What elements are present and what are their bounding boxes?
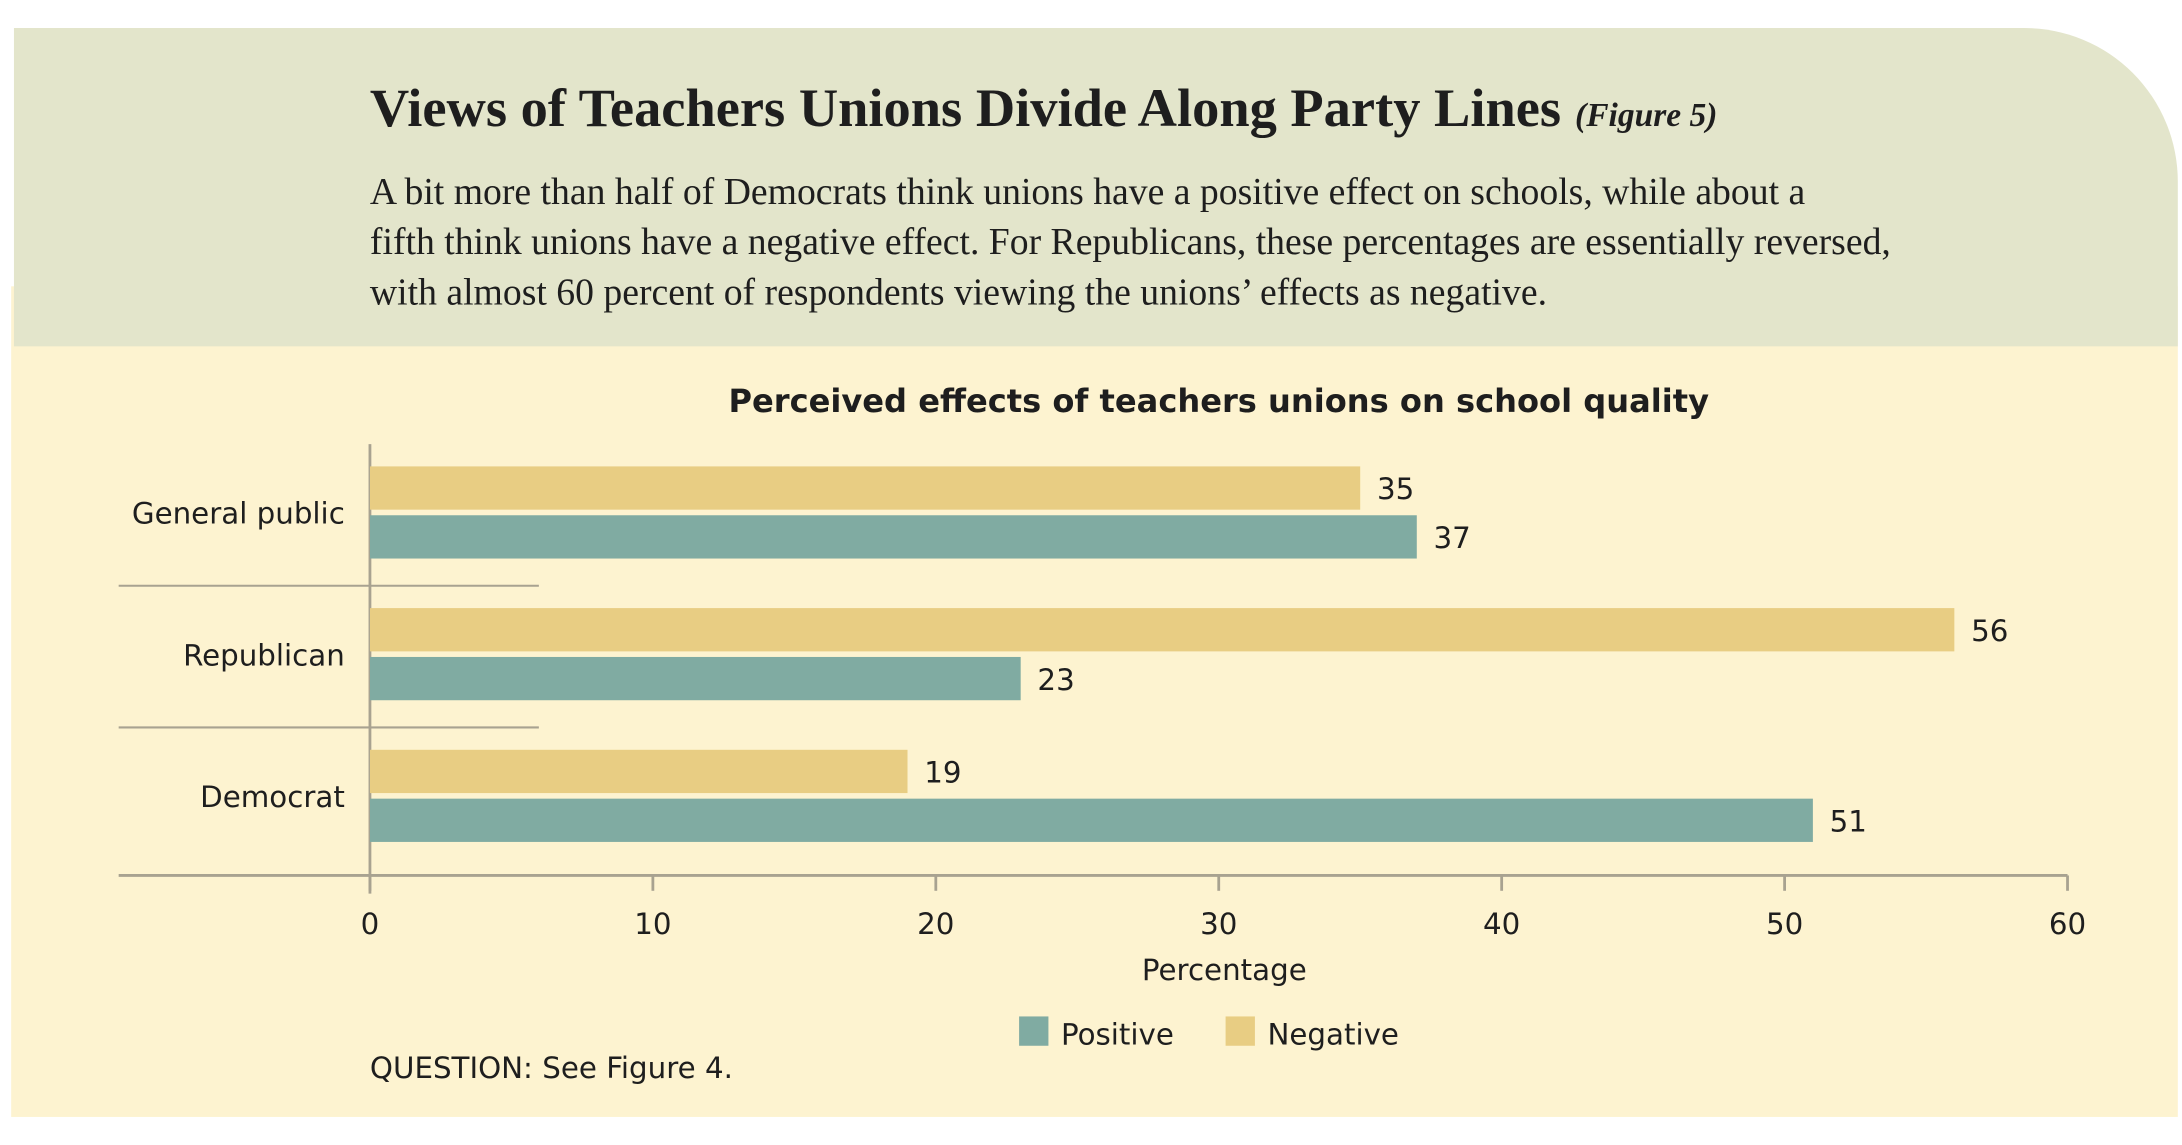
bar [369, 608, 1955, 652]
value-label: 23 [1037, 663, 1074, 697]
chart-panel [11, 286, 2178, 1117]
category-label: General public [132, 497, 345, 531]
bar [369, 656, 1021, 701]
note: QUESTION: See Figure 4. [370, 1051, 733, 1085]
bar [369, 798, 1813, 842]
value-label: 56 [1971, 614, 2008, 648]
header-title-text: Views of Teachers Unions Divide Along Pa… [370, 77, 1561, 138]
legend-swatch [1019, 1016, 1049, 1046]
plot: 0 10 20 30 40 50 60 General public 35 37 Republica… [118, 444, 2086, 1051]
x-tick-label: 40 [1483, 907, 1520, 941]
bar [369, 749, 908, 794]
category-label: Republican [183, 638, 345, 672]
value-label: 37 [1434, 521, 1471, 555]
x-tick-label: 0 [361, 907, 380, 941]
subtitle-line: A bit more than half of Democrats think … [370, 171, 1806, 213]
legend-swatch [1225, 1016, 1255, 1046]
chart-title: Perceived effects of teachers unions on … [728, 382, 1709, 420]
x-tick-label: 30 [1200, 907, 1237, 941]
header-panel [13, 28, 2178, 347]
bar [369, 515, 1417, 559]
x-tick-label: 60 [2049, 907, 2086, 941]
value-label: 35 [1377, 472, 1414, 506]
value-label: 19 [924, 756, 961, 790]
legend-label: Positive [1061, 1017, 1174, 1051]
subtitle: A bit more than half of Democrats think … [370, 171, 1891, 314]
category-label: Democrat [200, 780, 345, 814]
x-tick-label: 20 [917, 907, 954, 941]
x-tick-label: 50 [1766, 907, 1803, 941]
legend-label: Negative [1267, 1017, 1398, 1051]
x-axis-label: Percentage [1142, 953, 1307, 987]
subtitle-line: with almost 60 percent of respondents vi… [370, 271, 1547, 313]
figure-label: (Figure 5) [1575, 97, 1717, 134]
subtitle-line: fifth think unions have a negative effec… [370, 221, 1891, 263]
bar [369, 466, 1361, 510]
header-title: Views of Teachers Unions Divide Along Pa… [370, 77, 1717, 138]
value-label: 51 [1830, 804, 1867, 838]
x-tick-label: 10 [634, 907, 671, 941]
